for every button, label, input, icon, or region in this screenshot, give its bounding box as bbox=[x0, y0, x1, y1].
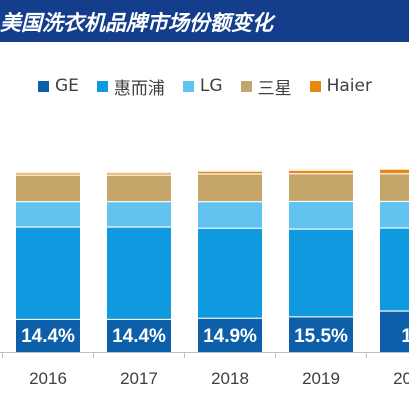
bar-segment bbox=[107, 226, 171, 319]
legend-swatch bbox=[240, 80, 252, 92]
legend-label: 三星 bbox=[257, 78, 292, 99]
bar-segment bbox=[16, 174, 80, 202]
x-tick-label: 2020 bbox=[393, 369, 409, 388]
data-label: 14.4% bbox=[112, 326, 166, 347]
segment-separator bbox=[16, 172, 80, 174]
bar-segment bbox=[380, 173, 409, 201]
bar-segment bbox=[16, 226, 80, 319]
segment-separator bbox=[107, 174, 171, 176]
legend: GE 惠而浦 LG 三星 Haier bbox=[38, 74, 390, 99]
x-tick-label: 2017 bbox=[120, 369, 158, 388]
legend-item: LG bbox=[182, 76, 223, 96]
bar-segment bbox=[198, 201, 262, 228]
segment-separator bbox=[198, 170, 262, 172]
bar-segment bbox=[380, 227, 409, 311]
bar-segment bbox=[380, 310, 409, 352]
segment-separator bbox=[289, 173, 353, 175]
bar-segment bbox=[289, 228, 353, 317]
bar-segment bbox=[289, 316, 353, 352]
segment-separator bbox=[198, 317, 262, 319]
legend-label: 惠而浦 bbox=[113, 78, 165, 99]
legend-label: GE bbox=[55, 76, 79, 96]
bar-segment bbox=[198, 317, 262, 352]
bar-segment bbox=[198, 170, 262, 174]
data-label: 15.5% bbox=[294, 326, 348, 347]
segment-separator bbox=[16, 318, 80, 320]
segment-separator bbox=[380, 227, 409, 229]
segment-separator bbox=[16, 201, 80, 203]
data-label: 14.9% bbox=[203, 326, 257, 347]
segment-separator bbox=[289, 316, 353, 318]
bar-segment bbox=[198, 173, 262, 202]
bar-segment bbox=[380, 168, 409, 174]
segment-separator bbox=[107, 318, 171, 320]
legend-swatch bbox=[309, 80, 321, 92]
bar-segment bbox=[107, 174, 171, 202]
title-bar: 美国洗衣机品牌市场份额变化 bbox=[0, 0, 409, 42]
bar-segment bbox=[107, 318, 171, 352]
data-label: 18 bbox=[401, 326, 409, 347]
segment-separator bbox=[289, 200, 353, 203]
x-tick-label: 2016 bbox=[29, 369, 67, 388]
segment-separator bbox=[16, 174, 80, 176]
segment-separator bbox=[198, 173, 262, 175]
bar-segment bbox=[198, 227, 262, 318]
segment-separator bbox=[380, 168, 409, 170]
segment-separator bbox=[289, 228, 353, 230]
segment-separator bbox=[289, 169, 353, 171]
bar-segment bbox=[16, 318, 80, 352]
data-label: 14.4% bbox=[21, 326, 75, 347]
legend-swatch bbox=[38, 80, 49, 92]
segment-separator bbox=[380, 200, 409, 203]
bar-segment bbox=[289, 173, 353, 201]
segment-separator bbox=[107, 201, 171, 203]
legend-item: 惠而浦 bbox=[96, 74, 165, 99]
bar-segment bbox=[289, 169, 353, 174]
chart-title: 美国洗衣机品牌市场份额变化 bbox=[0, 11, 273, 35]
bar-segment bbox=[380, 200, 409, 228]
segment-separator bbox=[107, 172, 171, 174]
segment-separator bbox=[198, 201, 262, 203]
segment-separator bbox=[380, 310, 409, 312]
legend-item: GE bbox=[38, 76, 79, 96]
x-tick-label: 2019 bbox=[302, 369, 340, 388]
segment-separator bbox=[16, 226, 80, 228]
legend-label: LG bbox=[199, 76, 223, 96]
bar-segment bbox=[289, 200, 353, 229]
x-tick-label: 2018 bbox=[211, 369, 249, 388]
legend-swatch bbox=[96, 80, 108, 92]
segment-separator bbox=[198, 227, 262, 229]
segment-separator bbox=[380, 173, 409, 175]
legend-label: Haier bbox=[326, 76, 372, 96]
legend-item: Haier bbox=[309, 76, 372, 96]
segment-separator bbox=[107, 226, 171, 228]
bar-segment bbox=[16, 201, 80, 227]
legend-swatch bbox=[182, 80, 194, 92]
legend-item: 三星 bbox=[240, 74, 292, 99]
bar-segment bbox=[107, 201, 171, 227]
